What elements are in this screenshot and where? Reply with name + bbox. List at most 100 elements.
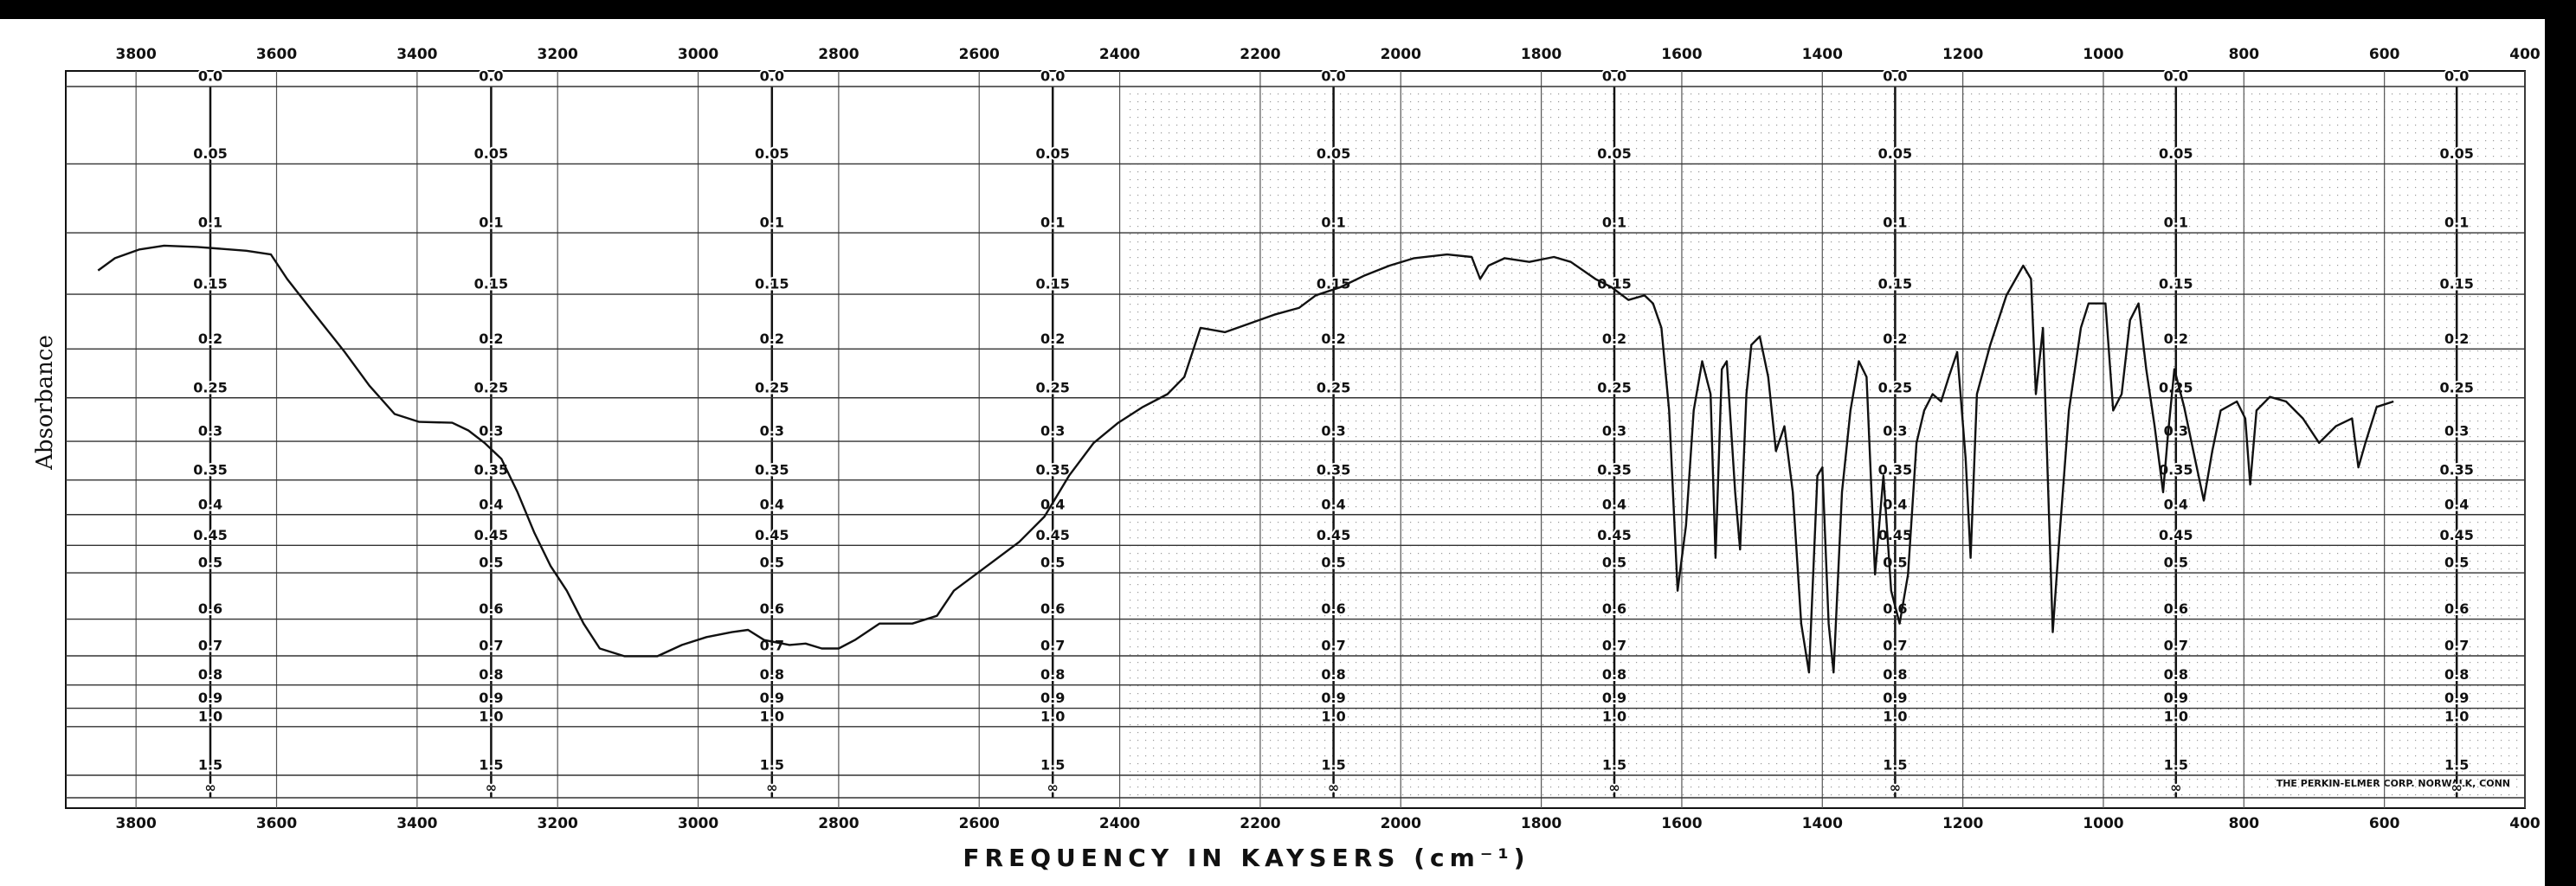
x-tick-label: 2200	[1240, 46, 1280, 63]
x-tick-label: 1400	[1802, 815, 1843, 832]
y-tick-label: 0.1	[1602, 215, 1626, 231]
y-tick-label: 0.0	[198, 68, 222, 85]
y-tick-label: 0.6	[479, 600, 503, 617]
y-tick-label: 0.2	[1040, 331, 1065, 347]
y-tick-label: 0.15	[1035, 276, 1069, 292]
y-tick-label: 0.5	[1321, 555, 1345, 571]
x-tick-label: 3600	[256, 46, 297, 63]
y-tick-label: 0.6	[1602, 600, 1626, 617]
y-tick-label: 0.3	[479, 423, 503, 440]
y-tick-label: 0.45	[755, 527, 789, 543]
y-tick-label: 0.9	[2444, 690, 2469, 706]
y-tick-label: 0.05	[2159, 145, 2193, 162]
y-tick-label: 0.05	[1878, 145, 1912, 162]
y-tick-label: 0.4	[1602, 496, 1626, 512]
y-tick-label: 1.0	[1883, 708, 1907, 724]
y-tick-label: 0.05	[2439, 145, 2473, 162]
y-tick-label: ∞	[1890, 780, 1901, 796]
y-tick-label: 0.7	[1883, 637, 1907, 653]
y-tick-label: 0.7	[1040, 637, 1065, 653]
y-tick-label: 0.45	[1035, 527, 1069, 543]
y-tick-label: 0.9	[760, 690, 784, 706]
x-tick-label: 2400	[1099, 815, 1140, 832]
y-tick-label: 0.15	[1878, 276, 1912, 292]
spectrum-line	[97, 244, 2394, 674]
y-tick-label: 1.5	[2444, 757, 2469, 774]
y-tick-label: 0.8	[1883, 666, 1907, 683]
y-tick-label: 0.15	[2439, 276, 2473, 292]
y-tick-label: 0.8	[198, 666, 222, 683]
y-tick-label: 0.3	[1321, 423, 1345, 440]
y-tick-label: 0.0	[479, 68, 503, 85]
x-axis-label: FREQUENCY IN KAYSERS (cm⁻¹)	[963, 844, 1530, 872]
y-tick-label: 0.1	[1040, 215, 1065, 231]
y-tick-label: 0.15	[2159, 276, 2193, 292]
y-tick-label: 0.05	[474, 145, 508, 162]
y-tick-label: 0.3	[1602, 423, 1626, 440]
x-tick-label: 400	[2509, 815, 2541, 832]
y-tick-label: 0.2	[760, 331, 784, 347]
y-tick-label: 0.2	[198, 331, 222, 347]
y-tick-label: 1.5	[2164, 757, 2188, 774]
y-tick-label: 0.0	[2164, 68, 2188, 85]
x-tick-label: 3000	[678, 46, 718, 63]
y-tick-label: 0.3	[198, 423, 222, 440]
y-tick-label: 0.25	[1035, 379, 1069, 395]
y-tick-label: 0.7	[198, 637, 222, 653]
background-texture	[1125, 87, 2525, 798]
y-tick-label: 0.8	[760, 666, 784, 683]
y-tick-label: 0.9	[1602, 690, 1626, 706]
y-tick-label: 1.0	[479, 708, 503, 724]
x-tick-label: 3400	[396, 46, 437, 63]
y-tick-label: 0.5	[2444, 555, 2469, 571]
y-tick-label: 0.35	[2159, 461, 2193, 478]
x-tick-label: 2200	[1240, 815, 1280, 832]
y-tick-label: 1.5	[1040, 757, 1065, 774]
y-tick-label: 0.4	[1883, 496, 1907, 512]
y-tick-label: 0.25	[193, 379, 227, 395]
y-tick-label: 0.35	[1878, 461, 1912, 478]
y-tick-label: 0.0	[1883, 68, 1907, 85]
y-tick-label: 0.05	[1035, 145, 1069, 162]
y-tick-label: 0.25	[1597, 379, 1631, 395]
y-tick-label: 0.25	[474, 379, 508, 395]
y-tick-label: 0.0	[1040, 68, 1065, 85]
y-tick-label: 0.6	[2444, 600, 2469, 617]
x-tick-label: 3200	[538, 815, 578, 832]
y-tick-label: 0.15	[1317, 276, 1350, 292]
y-tick-label: ∞	[2451, 780, 2463, 796]
y-tick-label: 0.2	[1883, 331, 1907, 347]
y-tick-label: 0.2	[2444, 331, 2469, 347]
y-tick-label: 1.5	[198, 757, 222, 774]
x-tick-label: 2000	[1381, 46, 1421, 63]
y-tick-label: 0.9	[2164, 690, 2188, 706]
x-tick-label: 1800	[1521, 46, 1562, 63]
x-tick-label: 3400	[396, 815, 437, 832]
y-tick-label: 0.3	[760, 423, 784, 440]
y-tick-label: 0.8	[2164, 666, 2188, 683]
y-tick-label: 0.05	[1597, 145, 1631, 162]
y-tick-label: ∞	[766, 780, 777, 796]
x-tick-label: 2800	[818, 815, 859, 832]
y-tick-label: 0.7	[1321, 637, 1345, 653]
y-tick-label: 0.45	[1878, 527, 1912, 543]
y-tick-label: ∞	[1047, 780, 1059, 796]
y-tick-label: 0.6	[1040, 600, 1065, 617]
y-tick-label: 0.1	[1321, 215, 1345, 231]
y-tick-label: 0.15	[474, 276, 508, 292]
y-tick-label: 0.05	[1317, 145, 1350, 162]
y-tick-label: 1.0	[1321, 708, 1345, 724]
y-tick-label: 0.25	[2439, 379, 2473, 395]
y-tick-label: 1.5	[479, 757, 503, 774]
y-tick-label: 1.5	[760, 757, 784, 774]
y-tick-label: 1.5	[1602, 757, 1626, 774]
y-tick-label: 0.25	[1317, 379, 1350, 395]
y-tick-label: 1.0	[2444, 708, 2469, 724]
y-tick-label: 0.35	[2439, 461, 2473, 478]
y-tick-label: 0.6	[1321, 600, 1345, 617]
y-tick-label: 1.0	[2164, 708, 2188, 724]
y-tick-label: 0.45	[1597, 527, 1631, 543]
x-tick-label: 3800	[116, 46, 157, 63]
y-tick-label: 0.25	[1878, 379, 1912, 395]
y-tick-label: 0.1	[2164, 215, 2188, 231]
